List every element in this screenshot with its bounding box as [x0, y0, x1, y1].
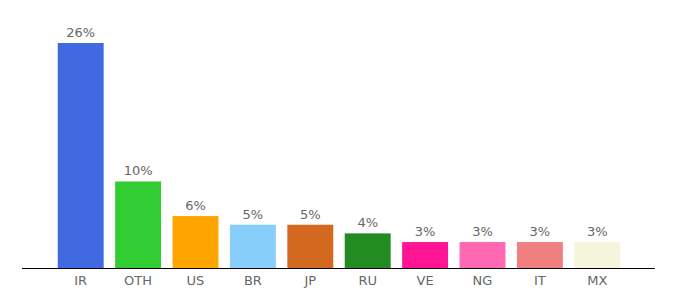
chart-container: 26% IR 10% OTH 6% US 5% BR 5% JP 4% RU 3% VE 3% NG 3% IT 3… — [0, 0, 680, 300]
x-tick-label: VE — [417, 273, 434, 288]
bar — [287, 225, 333, 268]
x-axis-line — [22, 268, 655, 269]
bar — [574, 242, 620, 268]
data-label: 3% — [472, 224, 493, 239]
x-tick-label: IR — [74, 273, 87, 288]
data-label: 4% — [357, 215, 378, 230]
bars — [58, 43, 621, 268]
bar — [230, 225, 276, 268]
data-label: 26% — [66, 25, 95, 40]
x-tick-label: NG — [473, 273, 493, 288]
bar — [345, 233, 391, 268]
x-tick-label: BR — [244, 273, 262, 288]
bar — [173, 216, 219, 268]
data-label: 5% — [300, 207, 321, 222]
data-label: 3% — [415, 224, 436, 239]
chart-svg: 26% IR 10% OTH 6% US 5% BR 5% JP 4% RU 3% VE 3% NG 3% IT 3… — [0, 0, 680, 300]
x-tick-label: OTH — [124, 273, 152, 288]
bar — [115, 181, 161, 268]
data-label: 6% — [185, 198, 206, 213]
x-tick-label: MX — [587, 273, 607, 288]
data-label: 5% — [243, 207, 264, 222]
x-tick-label: JP — [303, 273, 316, 288]
bar — [58, 43, 104, 268]
data-label: 10% — [124, 163, 153, 178]
x-tick-label: IT — [534, 273, 546, 288]
bar — [402, 242, 448, 268]
data-label: 3% — [587, 224, 608, 239]
bar — [517, 242, 563, 268]
x-tick-label: RU — [358, 273, 377, 288]
bar — [460, 242, 506, 268]
labels: 26% IR 10% OTH 6% US 5% BR 5% JP 4% RU 3% VE 3% NG 3% IT 3… — [66, 25, 607, 288]
x-tick-label: US — [187, 273, 205, 288]
data-label: 3% — [530, 224, 551, 239]
